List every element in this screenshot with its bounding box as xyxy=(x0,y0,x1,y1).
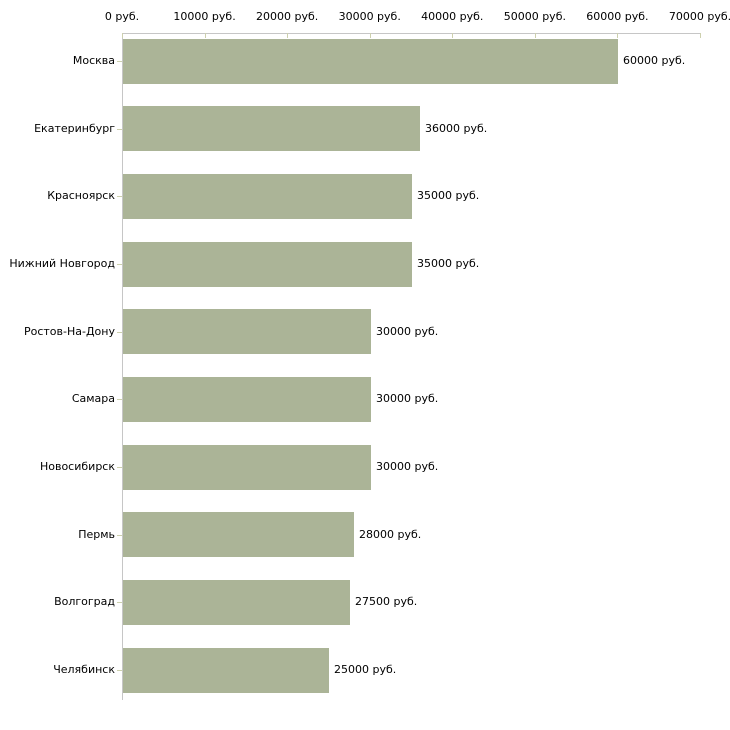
category-label: Екатеринбург xyxy=(34,122,115,135)
x-axis-tick-label: 10000 руб. xyxy=(173,10,236,23)
bar xyxy=(123,242,412,287)
category-label: Красноярск xyxy=(47,189,115,202)
x-axis-tick xyxy=(369,33,371,38)
value-label: 30000 руб. xyxy=(376,325,439,338)
x-axis-tick xyxy=(534,33,536,38)
bar xyxy=(123,106,420,151)
value-label: 60000 руб. xyxy=(623,54,686,67)
bar xyxy=(123,377,371,422)
bar xyxy=(123,580,350,625)
x-axis-tick-label: 0 руб. xyxy=(104,10,140,23)
value-label: 35000 руб. xyxy=(417,257,480,270)
category-tick xyxy=(117,264,122,265)
category-label: Нижний Новгород xyxy=(9,257,115,270)
x-axis-tick xyxy=(122,33,123,38)
value-label: 30000 руб. xyxy=(376,460,439,473)
x-axis-tick xyxy=(617,33,619,38)
bar xyxy=(123,648,329,693)
category-tick xyxy=(117,196,122,197)
x-axis-tick-label: 50000 руб. xyxy=(503,10,566,23)
bar xyxy=(123,512,354,557)
category-tick xyxy=(117,399,122,400)
value-label: 27500 руб. xyxy=(355,595,418,608)
value-label: 28000 руб. xyxy=(359,528,422,541)
bar xyxy=(123,309,371,354)
x-axis-line xyxy=(122,33,701,34)
category-label: Ростов-На-Дону xyxy=(23,325,115,338)
value-label: 35000 руб. xyxy=(417,189,480,202)
value-label: 25000 руб. xyxy=(334,663,397,676)
category-tick xyxy=(117,332,122,333)
bar xyxy=(123,174,412,219)
category-label: Челябинск xyxy=(53,663,115,676)
category-label: Москва xyxy=(72,54,115,67)
value-label: 30000 руб. xyxy=(376,392,439,405)
category-label: Пермь xyxy=(78,528,115,541)
x-axis-tick xyxy=(204,33,206,38)
category-tick xyxy=(117,129,122,130)
value-label: 36000 руб. xyxy=(425,122,488,135)
category-label: Самара xyxy=(71,392,115,405)
x-axis-tick-label: 70000 руб. xyxy=(668,10,730,23)
category-tick xyxy=(117,602,122,603)
x-axis-tick-label: 30000 руб. xyxy=(338,10,401,23)
y-axis-line xyxy=(122,33,123,700)
x-axis-tick xyxy=(452,33,454,38)
x-axis-tick-label: 40000 руб. xyxy=(421,10,484,23)
bar xyxy=(123,39,618,84)
category-tick xyxy=(117,535,122,536)
x-axis-tick xyxy=(287,33,289,38)
x-axis-tick-label: 20000 руб. xyxy=(256,10,319,23)
x-axis-tick xyxy=(700,33,701,38)
bar xyxy=(123,445,371,490)
category-tick xyxy=(117,467,122,468)
category-tick xyxy=(117,670,122,671)
category-label: Волгоград xyxy=(54,595,115,608)
x-axis-tick-label: 60000 руб. xyxy=(586,10,649,23)
category-label: Новосибирск xyxy=(39,460,115,473)
category-tick xyxy=(117,61,122,62)
